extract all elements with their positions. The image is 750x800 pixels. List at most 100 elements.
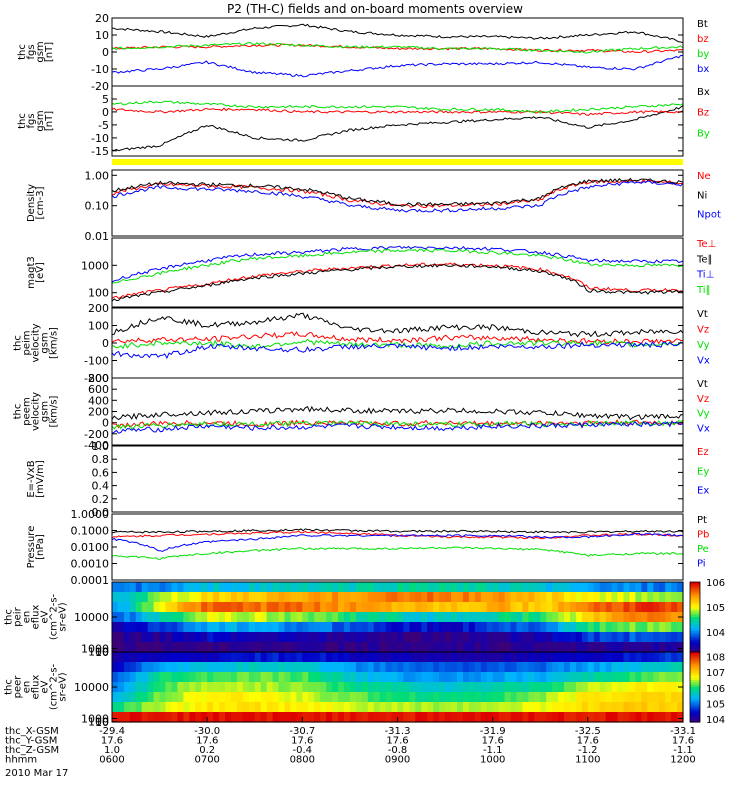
spectrogram-cell (629, 652, 636, 663)
legend-entry-By: By (697, 128, 710, 139)
spectrogram-cell (581, 632, 589, 643)
spectrogram-cell (617, 692, 625, 703)
spectrogram-cell (314, 622, 321, 633)
spectrogram-cell (403, 632, 410, 643)
spectrogram-cell (635, 712, 642, 723)
spectrogram-cell (320, 702, 327, 713)
spectrogram-cell (290, 622, 297, 633)
spectrogram-cell (629, 582, 636, 593)
spectrogram-cell (284, 712, 291, 723)
y-axis-label-line: velocity (31, 323, 42, 362)
spectrogram-cell (290, 702, 297, 713)
spectrogram-cell (236, 662, 244, 673)
legend-entry-Ne: Ne (697, 171, 711, 182)
spectrogram-cell (183, 652, 190, 663)
spectrogram-cell (171, 612, 178, 623)
spectrogram-cell (117, 712, 125, 723)
spectrogram-cell (593, 672, 601, 683)
spectrogram-cell (213, 692, 220, 703)
spectrogram-cell (171, 692, 178, 703)
spectrogram-cell (207, 632, 214, 643)
x-tick-label: -33.1 (670, 726, 696, 737)
spectrogram-cell (225, 612, 232, 623)
x-tick-label: 0800 (290, 755, 315, 766)
spectrogram-cell (385, 692, 393, 703)
spectrogram-cell (421, 632, 428, 643)
spectrogram-cell (599, 592, 607, 603)
y-axis-label-line: eflux (31, 675, 42, 700)
spectrogram-cell (647, 592, 654, 603)
spectrogram-cell (546, 702, 553, 713)
spectrogram-cell (320, 712, 327, 723)
spectrogram-cell (605, 672, 613, 683)
spectrogram-cell (236, 582, 244, 593)
spectrogram-cell (611, 702, 619, 713)
spectrogram-cell (225, 682, 232, 693)
spectrogram-cell (308, 632, 315, 643)
spectrogram-cell (290, 642, 297, 653)
y-axis-label-line: [cm-3] (35, 186, 46, 219)
y-tick-label: -10 (91, 132, 109, 145)
spectrogram-cell (629, 632, 636, 643)
spectrogram-cell (528, 642, 535, 653)
spectrogram-cell (647, 662, 654, 673)
spectrogram-cell (665, 672, 672, 683)
legend-entry-Bz: Bz (697, 108, 709, 119)
colorbar-cell (690, 584, 700, 588)
colorbar-cell (690, 694, 700, 697)
spectrogram-cell (141, 672, 149, 683)
spectrogram-cell (468, 582, 476, 593)
spectrogram-cell (671, 612, 678, 623)
spectrogram-cell (302, 652, 309, 663)
spectrogram-cell (367, 652, 375, 663)
spectrogram-cell (581, 612, 589, 623)
spectrogram-cell (605, 602, 613, 613)
spectrogram-cell (451, 582, 458, 593)
spectrogram-cell (147, 582, 155, 593)
spectrogram-cell (195, 702, 202, 713)
spectrogram-cell (355, 692, 363, 703)
spectrogram-cell (278, 612, 285, 623)
spectrogram-cell (522, 582, 529, 593)
spectrogram-cell (516, 632, 523, 643)
spectrogram-cell (248, 612, 256, 623)
spectrogram-cell (183, 712, 190, 723)
spectrogram-cell (462, 672, 470, 683)
spectrogram-cell (171, 592, 178, 603)
spectrogram-cell (599, 582, 607, 593)
spectrogram-cell (510, 692, 517, 703)
spectrogram-cell (528, 682, 535, 693)
spectrogram-cell (225, 592, 232, 603)
spectrogram-cell (564, 692, 571, 703)
spectrogram-cell (647, 672, 654, 683)
spectrogram-cell (599, 652, 607, 663)
spectrogram-cell (272, 642, 280, 653)
spectrogram-cell (231, 662, 238, 673)
spectrogram-cell (641, 592, 648, 603)
spectrogram-cell (112, 672, 119, 683)
spectrogram-cell (498, 582, 506, 593)
spectrogram-cell (284, 702, 291, 713)
spectrogram-cell (665, 652, 672, 663)
colorbar-cell (690, 596, 700, 599)
spectrogram-cell (326, 712, 333, 723)
spectrogram-cell (629, 662, 636, 673)
spectrogram-cell (278, 652, 285, 663)
spectrogram-cell (189, 602, 196, 613)
spectrogram-cell (266, 702, 274, 713)
spectrogram-cell (349, 612, 357, 623)
spectrogram-cell (522, 652, 529, 663)
spectrogram-cell (171, 622, 178, 633)
spectrogram-cell (397, 642, 404, 653)
spectrogram-cell (296, 622, 303, 633)
spectrogram-cell (165, 662, 172, 673)
spectrogram-cell (272, 682, 280, 693)
spectrogram-cell (659, 632, 666, 643)
spectrogram-cell (326, 692, 333, 703)
spectrogram-cell (379, 702, 387, 713)
spectrogram-cell (462, 692, 470, 703)
spectrogram-cell (242, 582, 250, 593)
colorbar-cell (690, 687, 700, 690)
spectrogram-cell (504, 712, 512, 723)
